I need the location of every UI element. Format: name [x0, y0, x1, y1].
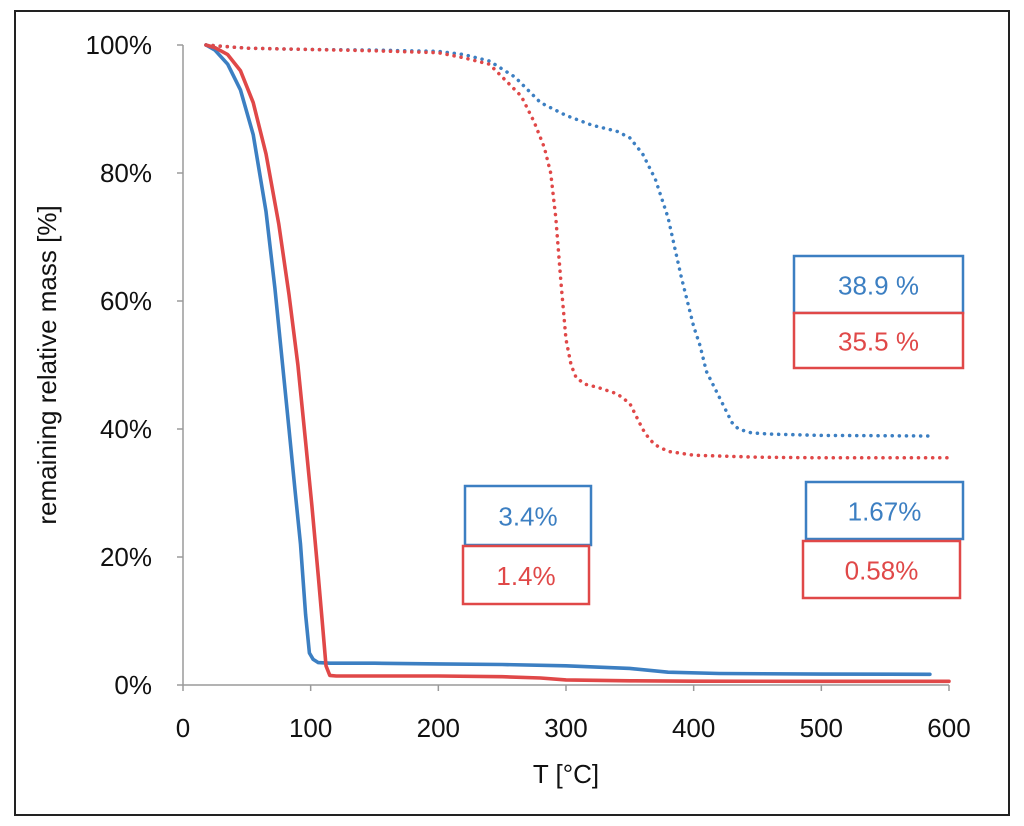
x-tick-label: 400: [672, 713, 715, 743]
annotation-box: [463, 484, 593, 547]
y-axis-title: remaining relative mass [%]: [32, 205, 62, 524]
y-ticks: 0% 20% 40% 60% 80% 100%: [86, 30, 183, 700]
chart-frame: [14, 10, 1010, 816]
x-tick-label: 500: [800, 713, 843, 743]
y-tick-label: 20%: [100, 542, 152, 572]
annotation-label: 0.58%: [845, 556, 919, 586]
annotation-label: 1.4%: [496, 561, 555, 591]
annotation-box: [801, 539, 962, 600]
y-tick-label: 60%: [100, 286, 152, 316]
series-line-red-dotted: [204, 43, 951, 460]
annotation-box: [792, 311, 965, 370]
x-axis-title: T [°C]: [533, 759, 599, 789]
annotation-box: [804, 480, 965, 541]
series-line-blue-dotted: [204, 43, 932, 438]
annotation-label: 38.9 %: [838, 271, 919, 301]
y-tick-label: 80%: [100, 158, 152, 188]
series-line-red-solid: [204, 43, 951, 684]
annotation-label: 1.67%: [848, 497, 922, 527]
y-tick-label: 0%: [114, 670, 152, 700]
series-group: [204, 43, 951, 684]
x-tick-label: 600: [927, 713, 970, 743]
series-line-blue-solid: [204, 43, 932, 677]
x-tick-label: 100: [289, 713, 332, 743]
x-tick-label: 0: [176, 713, 190, 743]
annotation-label: 35.5 %: [838, 327, 919, 357]
y-tick-label: 100%: [86, 30, 153, 60]
annotation-box: [461, 544, 591, 606]
annotation-boxes: 38.9 % 35.5 % 3.4% 1.4% 1.67% 0.58%: [461, 254, 965, 606]
annotation-label: 3.4%: [498, 502, 557, 532]
x-ticks: 0 100 200 300 400 500 600: [176, 685, 971, 743]
x-tick-label: 200: [417, 713, 460, 743]
y-tick-label: 40%: [100, 414, 152, 444]
x-tick-label: 300: [544, 713, 587, 743]
